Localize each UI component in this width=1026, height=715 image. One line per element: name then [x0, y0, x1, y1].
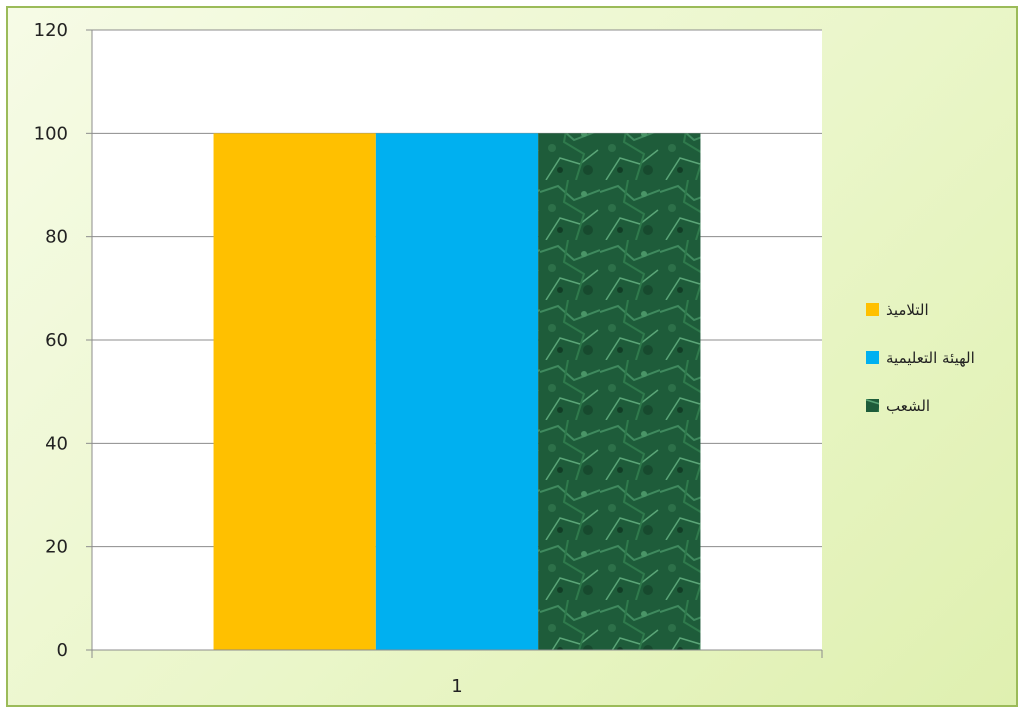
- legend-swatch-3: [866, 399, 879, 412]
- y-tick-label: 80: [45, 227, 68, 248]
- legend-swatch-1: [866, 303, 879, 316]
- y-tick-label: 20: [45, 537, 68, 558]
- y-tick-label: 40: [45, 433, 68, 454]
- legend-swatch-2: [866, 351, 879, 364]
- y-tick-label: 100: [34, 123, 68, 144]
- legend-label-1: التلاميذ: [886, 301, 929, 319]
- legend-label-2: الهيئة التعليمية: [886, 349, 975, 367]
- bars: [213, 133, 701, 651]
- axes: 0 20 40 60 80 100 120 1: [34, 20, 823, 697]
- y-tick-label: 60: [45, 330, 68, 351]
- legend: التلاميذ الهيئة التعليمية الشعب: [866, 301, 975, 415]
- bar-3: [538, 133, 701, 651]
- y-tick-label: 120: [34, 20, 68, 41]
- bar-2: [375, 133, 539, 651]
- bar-1: [213, 133, 376, 651]
- y-tick-label: 0: [57, 640, 68, 661]
- x-tick-label: 1: [451, 676, 462, 697]
- legend-label-3: الشعب: [886, 397, 930, 415]
